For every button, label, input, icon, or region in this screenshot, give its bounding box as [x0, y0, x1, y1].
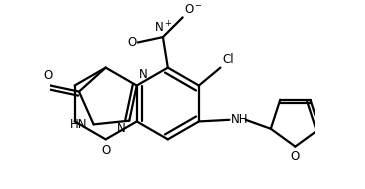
Text: O: O: [43, 69, 52, 82]
Text: NH: NH: [231, 113, 249, 126]
Text: N: N: [138, 68, 147, 81]
Text: HN: HN: [70, 118, 87, 131]
Text: Cl: Cl: [222, 53, 234, 66]
Text: N$^+$: N$^+$: [154, 20, 172, 36]
Text: O: O: [101, 144, 110, 157]
Text: O: O: [291, 150, 300, 163]
Text: O$^-$: O$^-$: [184, 3, 203, 16]
Text: O: O: [127, 36, 136, 49]
Text: N: N: [117, 122, 126, 135]
